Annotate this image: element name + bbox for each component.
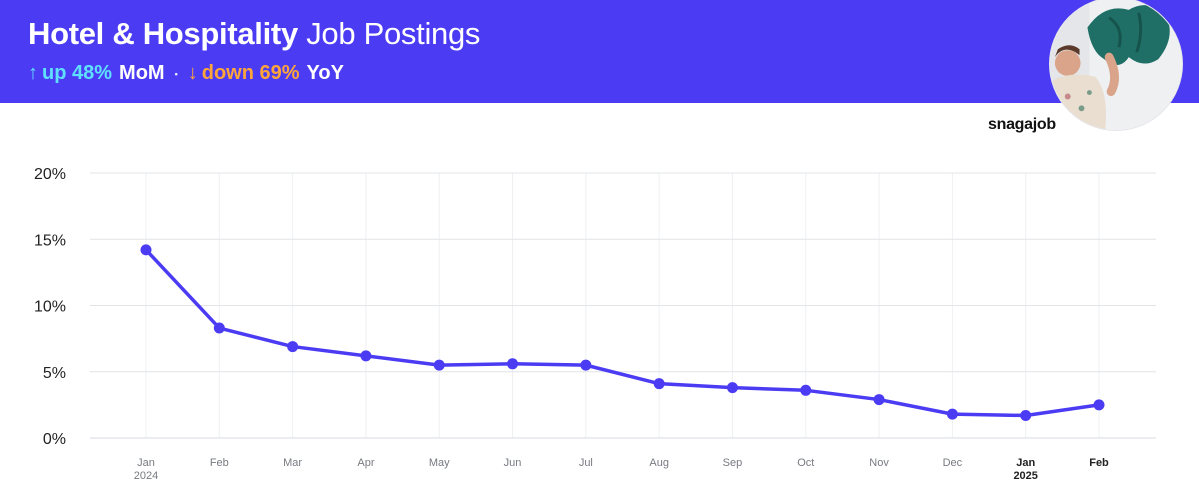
mom-change-value: up 48% [42, 62, 113, 84]
x-tick-label: Feb [210, 457, 229, 469]
y-tick-label: 5% [43, 365, 66, 382]
data-point [287, 341, 299, 353]
x-tick-label: Mar [283, 457, 302, 469]
x-tick-sublabel: 2025 [1013, 470, 1037, 482]
y-tick-label: 20% [34, 166, 66, 183]
yoy-label: YoY [306, 62, 344, 84]
mom-label: MoM [119, 62, 165, 84]
x-tick-label: Dec [943, 457, 963, 469]
x-tick-label: Jan [137, 457, 155, 469]
page-title: Hotel & Hospitality Job Postings [28, 16, 480, 52]
x-tick-label: Sep [723, 457, 743, 469]
x-tick-label: May [429, 457, 450, 469]
data-point [140, 244, 152, 256]
yoy-change-value: down 69% [201, 62, 300, 84]
x-tick-label: Jul [579, 457, 593, 469]
data-point [580, 359, 592, 371]
y-tick-label: 0% [43, 431, 66, 448]
title-light: Job Postings [306, 16, 481, 51]
x-tick-sublabel: 2024 [134, 470, 158, 482]
x-tick-label: Nov [869, 457, 889, 469]
data-point [213, 322, 225, 334]
data-point [507, 358, 519, 370]
title-bold: Hotel & Hospitality [28, 16, 298, 51]
data-point [800, 384, 812, 396]
snagajob-logo: snagajob [988, 116, 1056, 133]
stats-subtitle: ↑ up 48% MoM • ↓ down 69% YoY [28, 62, 344, 85]
data-point [873, 394, 885, 406]
x-tick-label: Jan [1016, 457, 1035, 469]
y-tick-label: 10% [34, 299, 66, 316]
data-point [1093, 399, 1105, 411]
x-tick-label: Feb [1089, 457, 1109, 469]
header-banner: Hotel & Hospitality Job Postings ↑ up 48… [0, 0, 1199, 103]
arrow-up-icon: ↑ [28, 62, 38, 84]
separator-dot: • [174, 68, 178, 79]
data-point [433, 359, 445, 371]
series-line [144, 248, 1101, 418]
data-point [946, 408, 958, 420]
x-tick-label: Apr [357, 457, 374, 469]
x-tick-label: Jun [504, 457, 522, 469]
y-tick-label: 15% [34, 232, 66, 249]
x-tick-label: Aug [649, 457, 669, 469]
data-point [726, 382, 738, 394]
x-tick-label: Oct [797, 457, 814, 469]
data-point [1020, 409, 1032, 421]
data-point [653, 378, 665, 390]
data-point [360, 350, 372, 362]
arrow-down-icon: ↓ [187, 62, 198, 84]
